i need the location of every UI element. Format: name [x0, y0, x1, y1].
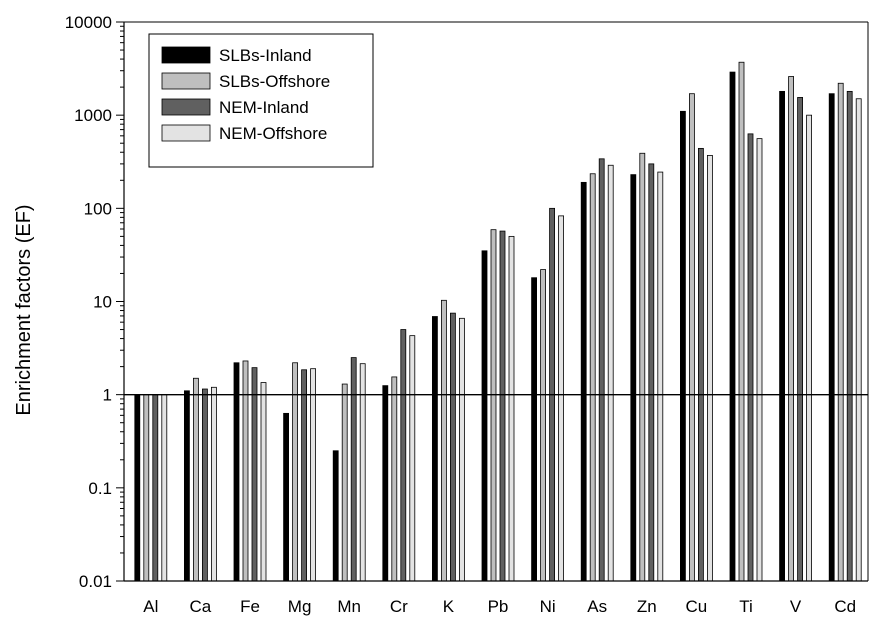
x-tick-label: Cr — [390, 597, 408, 616]
bar-nem-offshore-mg — [310, 368, 317, 582]
bar-slbs-offshore-ti — [738, 61, 745, 582]
bar-slbs-inland-ti — [729, 71, 736, 582]
bar-slbs-offshore-cd — [837, 82, 844, 582]
legend-swatch — [161, 46, 211, 64]
bar-nem-inland-as — [598, 158, 605, 582]
bar-nem-inland-al — [152, 394, 159, 582]
legend: SLBs-Inland SLBs-Offshore NEM-Inland NEM-Of… — [148, 33, 374, 168]
x-tick-label: Mg — [288, 597, 312, 616]
bar-slbs-offshore-zn — [639, 152, 646, 582]
y-tick-label: 10 — [93, 293, 112, 312]
bar-nem-offshore-pb — [508, 235, 515, 582]
bar-nem-inland-fe — [251, 367, 258, 582]
bar-slbs-inland-k — [431, 316, 438, 582]
bar-slbs-offshore-mn — [341, 383, 348, 582]
bar-slbs-inland-zn — [630, 174, 637, 582]
bar-slbs-offshore-cr — [391, 376, 398, 582]
legend-label: NEM-Offshore — [219, 124, 327, 143]
x-tick-label: K — [443, 597, 455, 616]
y-tick-label: 100 — [84, 199, 112, 218]
bar-slbs-inland-cu — [680, 110, 686, 582]
bar-nem-inland-v — [797, 97, 803, 582]
bar-slbs-inland-mg — [283, 412, 290, 582]
bar-slbs-inland-fe — [233, 362, 240, 582]
bar-nem-offshore-al — [161, 394, 168, 582]
bar-slbs-inland-al — [134, 394, 141, 582]
y-tick-label: 0.01 — [79, 572, 112, 591]
x-tick-label: Pb — [488, 597, 509, 616]
bar-slbs-offshore-cu — [689, 93, 695, 582]
bar-nem-offshore-cd — [855, 98, 862, 582]
legend-swatch — [161, 98, 211, 116]
bar-slbs-inland-ni — [531, 277, 537, 582]
bar-nem-offshore-mn — [359, 363, 366, 582]
bar-nem-inland-zn — [648, 163, 655, 582]
bar-slbs-inland-v — [779, 90, 785, 582]
bar-nem-inland-mg — [301, 369, 308, 582]
bar-slbs-offshore-ca — [192, 377, 199, 582]
y-tick-label: 1 — [103, 386, 112, 405]
y-axis-title: Enrichment factors (EF) — [13, 204, 35, 415]
x-tick-label: V — [790, 597, 802, 616]
bar-slbs-offshore-k — [440, 299, 447, 582]
legend-label: SLBs-Inland — [219, 46, 312, 65]
bar-slbs-offshore-v — [788, 76, 794, 582]
x-tick-label: Fe — [240, 597, 260, 616]
legend-swatch — [161, 72, 211, 90]
y-tick-label: 10000 — [65, 13, 112, 32]
legend-label: SLBs-Offshore — [219, 72, 330, 91]
x-tick-label: Al — [143, 597, 158, 616]
bar-slbs-inland-ca — [183, 390, 190, 582]
x-tick-label: Ti — [739, 597, 753, 616]
bar-nem-offshore-as — [607, 164, 614, 582]
bar-nem-offshore-v — [806, 114, 812, 582]
y-tick-label: 1000 — [74, 106, 112, 125]
x-tick-label: Cd — [834, 597, 856, 616]
x-tick-label: Mn — [337, 597, 361, 616]
bar-nem-inland-ti — [747, 133, 754, 582]
bar-nem-inland-ca — [201, 388, 208, 582]
bar-slbs-inland-cd — [828, 93, 835, 582]
bar-nem-inland-cu — [698, 147, 704, 582]
plot-area: 0.01 0.1 1 10 100 1000 10000 Al Ca Fe Mg Mn Cr K Pb Ni A… — [65, 13, 869, 616]
x-tick-label: As — [587, 597, 607, 616]
bar-slbs-offshore-as — [589, 173, 596, 582]
bar-slbs-inland-pb — [481, 250, 488, 582]
x-tick-label: Ca — [190, 597, 212, 616]
y-tick-label: 0.1 — [88, 479, 112, 498]
x-tick-label: Cu — [686, 597, 708, 616]
bar-nem-inland-mn — [350, 357, 357, 582]
x-tick-label: Ni — [540, 597, 556, 616]
bar-nem-offshore-zn — [657, 171, 664, 582]
bar-slbs-inland-as — [580, 181, 587, 582]
bar-nem-offshore-cr — [409, 335, 416, 582]
bar-nem-inland-pb — [499, 230, 506, 582]
legend-label: NEM-Inland — [219, 98, 309, 117]
x-tick-label: Zn — [637, 597, 657, 616]
bar-nem-offshore-ti — [756, 138, 763, 582]
bar-slbs-inland-mn — [332, 450, 339, 582]
bar-nem-offshore-fe — [260, 382, 267, 582]
bar-nem-offshore-ni — [558, 215, 564, 582]
bar-slbs-inland-cr — [382, 385, 389, 582]
bar-nem-inland-cr — [400, 329, 407, 582]
bar-nem-offshore-ca — [210, 386, 217, 582]
bar-nem-inland-cd — [846, 90, 853, 582]
legend-swatch — [161, 124, 211, 142]
bar-nem-offshore-cu — [707, 154, 713, 582]
bar-nem-offshore-k — [458, 317, 465, 582]
bar-slbs-offshore-al — [143, 394, 150, 582]
bar-nem-inland-k — [449, 312, 456, 582]
bar-slbs-offshore-ni — [540, 269, 546, 582]
bar-slbs-offshore-mg — [292, 362, 299, 582]
bar-slbs-offshore-pb — [490, 229, 497, 582]
